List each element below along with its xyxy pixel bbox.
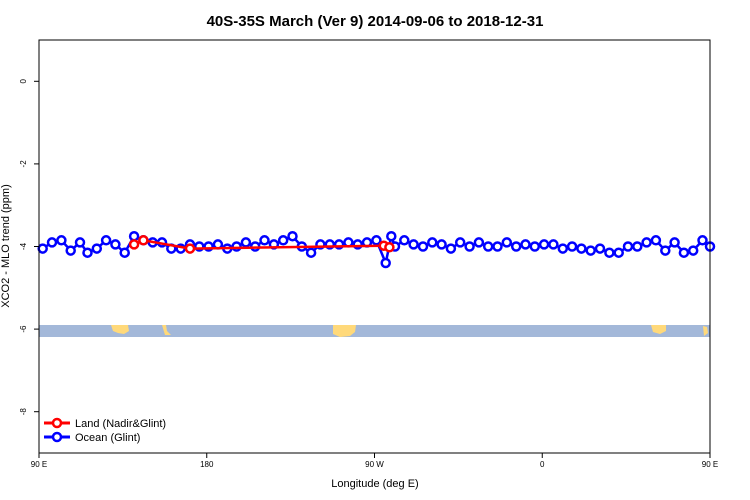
data-point-ocean bbox=[305, 247, 317, 258]
data-point-ocean bbox=[380, 257, 391, 269]
data-point-ocean bbox=[482, 241, 494, 252]
x-tick-label: 90 E bbox=[31, 460, 47, 469]
data-point-ocean bbox=[231, 241, 242, 252]
data-point-ocean bbox=[492, 241, 503, 252]
y-tick-label: 0 bbox=[19, 79, 28, 84]
data-point-ocean bbox=[287, 230, 298, 242]
data-point-ocean bbox=[464, 241, 475, 252]
data-point-ocean bbox=[510, 241, 522, 252]
data-point-ocean bbox=[641, 237, 652, 248]
data-point-ocean bbox=[538, 239, 550, 250]
chart-title: 40S-35S March (Ver 9) 2014-09-06 to 2018… bbox=[207, 13, 544, 30]
data-point-ocean bbox=[445, 243, 457, 254]
data-point-ocean bbox=[697, 235, 708, 246]
data-point-ocean bbox=[604, 247, 615, 258]
y-tick-label: -6 bbox=[19, 325, 28, 333]
data-point-ocean bbox=[594, 243, 606, 254]
data-point-ocean bbox=[417, 241, 429, 252]
data-point-ocean bbox=[520, 239, 531, 250]
legend-marker-ocean bbox=[51, 431, 63, 443]
data-point-ocean bbox=[386, 230, 397, 242]
data-point-ocean bbox=[119, 247, 130, 258]
data-point-ocean bbox=[660, 245, 671, 256]
x-tick-label: 90 W bbox=[365, 460, 384, 469]
data-point-ocean bbox=[454, 237, 466, 248]
data-point-ocean bbox=[371, 235, 382, 246]
land-patch bbox=[703, 326, 708, 336]
legend-label-ocean: Ocean (Glint) bbox=[75, 432, 140, 444]
data-point-ocean bbox=[65, 245, 76, 256]
data-point-ocean bbox=[557, 243, 569, 254]
data-point-ocean bbox=[427, 237, 438, 248]
data-point-ocean bbox=[46, 237, 58, 248]
data-point-ocean bbox=[56, 235, 67, 246]
data-point-ocean bbox=[100, 235, 112, 246]
y-axis-label: XCO2 - MLO trend (ppm) bbox=[0, 184, 12, 307]
data-point-ocean bbox=[91, 243, 103, 254]
data-point-ocean bbox=[277, 235, 289, 246]
data-point-land bbox=[138, 235, 149, 246]
data-point-ocean bbox=[576, 243, 587, 254]
data-point-ocean bbox=[74, 237, 86, 248]
data-point-ocean bbox=[82, 247, 93, 258]
legend: Land (Nadir&Glint) Ocean (Glint) bbox=[44, 417, 166, 444]
series-ocean bbox=[37, 230, 716, 269]
legend-label-land: Land (Nadir&Glint) bbox=[75, 418, 166, 430]
data-point-ocean bbox=[436, 239, 447, 250]
data-point-ocean bbox=[408, 239, 419, 250]
data-point-ocean bbox=[110, 239, 121, 250]
land-patch bbox=[651, 325, 666, 334]
series-land bbox=[128, 235, 395, 254]
data-point-ocean bbox=[501, 237, 513, 248]
ocean-band bbox=[39, 325, 710, 337]
data-point-land bbox=[184, 243, 196, 254]
y-tick-label: -2 bbox=[19, 160, 28, 168]
series-layer bbox=[37, 230, 716, 269]
data-point-ocean bbox=[473, 237, 485, 248]
data-point-ocean bbox=[529, 241, 541, 252]
x-axis-label: Longitude (deg E) bbox=[331, 478, 418, 490]
data-point-ocean bbox=[240, 237, 252, 248]
y-tick-label: -8 bbox=[19, 408, 28, 416]
data-point-land bbox=[384, 242, 395, 253]
data-point-land bbox=[128, 239, 140, 250]
data-point-ocean bbox=[613, 247, 624, 258]
land-patch bbox=[111, 325, 129, 334]
legend-marker-land bbox=[51, 417, 63, 429]
land-patch bbox=[333, 325, 356, 337]
data-point-ocean bbox=[548, 239, 559, 250]
data-point-ocean bbox=[622, 241, 634, 252]
data-point-ocean bbox=[566, 241, 578, 252]
data-point-ocean bbox=[585, 245, 596, 256]
data-point-ocean bbox=[632, 241, 643, 252]
land-patch bbox=[162, 325, 171, 335]
y-tick-label: -4 bbox=[19, 242, 28, 250]
data-point-ocean bbox=[399, 235, 410, 246]
x-tick-label: 180 bbox=[200, 460, 214, 469]
x-axis: 90 E 180 90 W 0 90 E bbox=[31, 453, 718, 469]
data-point-ocean bbox=[650, 235, 662, 246]
data-point-ocean bbox=[678, 247, 690, 258]
data-point-ocean bbox=[259, 235, 270, 246]
surface-band bbox=[39, 325, 710, 337]
x-tick-label: 90 E bbox=[702, 460, 718, 469]
data-point-ocean bbox=[128, 230, 140, 242]
x-tick-label: 0 bbox=[540, 460, 545, 469]
data-point-ocean bbox=[669, 237, 680, 248]
data-point-ocean bbox=[37, 243, 48, 254]
y-axis: 0 -2 -4 -6 -8 bbox=[19, 79, 39, 416]
data-point-ocean bbox=[687, 245, 699, 256]
